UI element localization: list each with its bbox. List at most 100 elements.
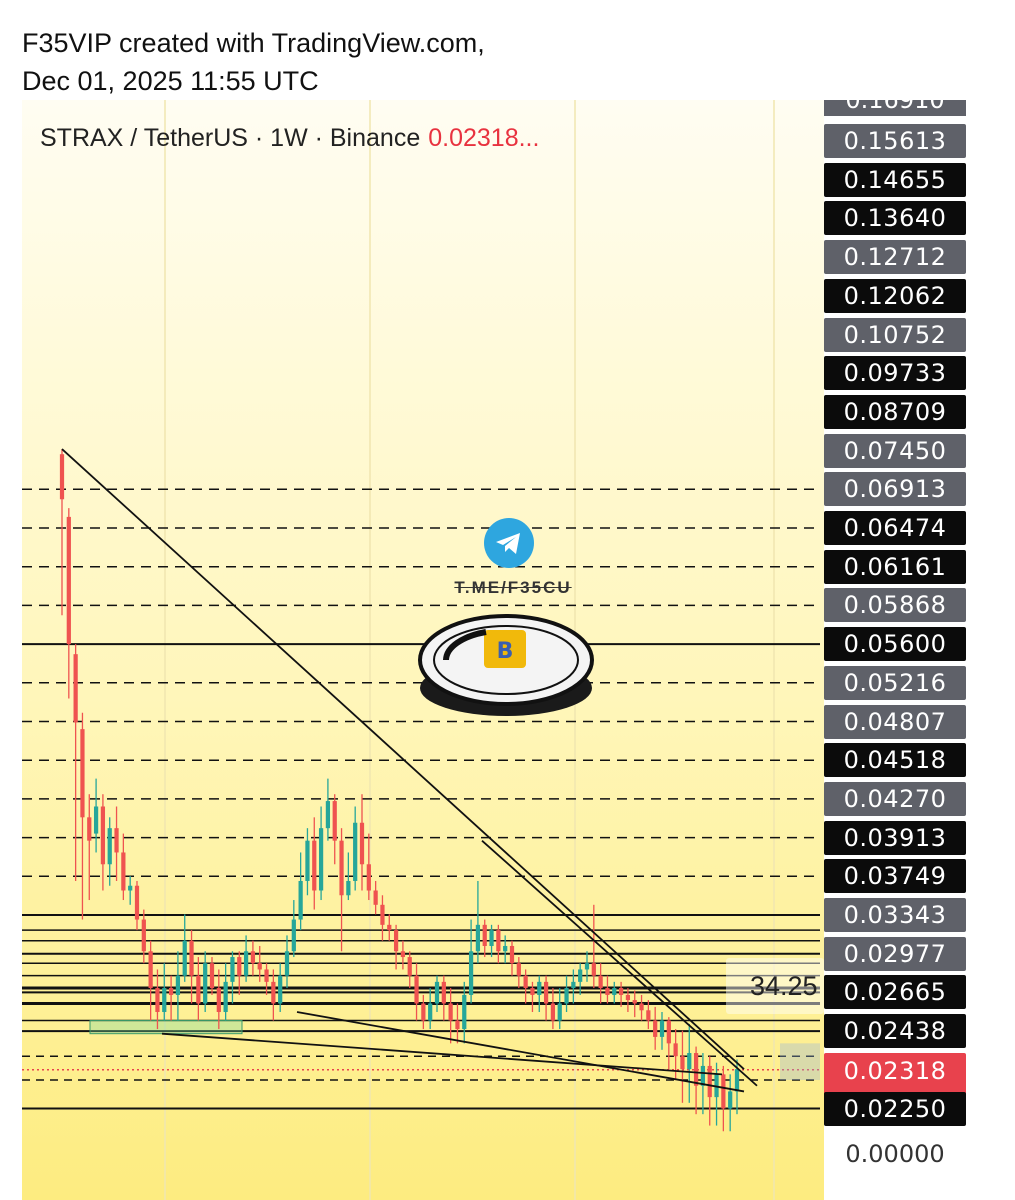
candle (462, 981, 467, 1044)
candlestick-chart[interactable] (22, 100, 995, 1200)
candles (59, 449, 740, 1132)
candle (155, 969, 160, 1030)
candle (134, 880, 140, 931)
candle (366, 833, 371, 901)
last-price: 0.02318... (428, 124, 540, 152)
candle (243, 935, 249, 982)
candle-body (141, 919, 146, 952)
candle-body (312, 840, 317, 891)
candle-body (359, 822, 365, 865)
candle (707, 1056, 712, 1126)
price-label: 0.05868 (824, 588, 966, 623)
candle-body (237, 957, 242, 976)
horizontal-levels (22, 488, 820, 1110)
candle (530, 981, 535, 1013)
candle-body (693, 1053, 699, 1086)
candle (578, 963, 583, 995)
price-label: 0.09733 (824, 356, 966, 391)
candle (591, 904, 596, 989)
candle (196, 957, 201, 1021)
trendline-upper (61, 448, 745, 1070)
candle-body (509, 945, 515, 964)
candle (421, 994, 426, 1030)
candle (305, 828, 310, 896)
price-label: 0.07450 (824, 433, 966, 468)
candle-body (387, 924, 392, 931)
candle (509, 940, 515, 976)
price-label: 0.12062 (824, 278, 966, 313)
candle-body (134, 885, 140, 920)
candle-body (646, 1010, 651, 1021)
price-label-top: 0.16910 (824, 100, 966, 116)
price-label: 0.05216 (824, 665, 966, 700)
candle (312, 817, 317, 910)
candle (639, 994, 644, 1021)
price-label: 0.04807 (824, 704, 966, 739)
candle (264, 963, 269, 995)
candle-body (318, 828, 324, 891)
candle-body (325, 801, 331, 829)
candle (687, 1023, 692, 1103)
candle-body (591, 963, 596, 976)
candle-body (496, 930, 501, 952)
candle-body (414, 975, 419, 1004)
candle (346, 852, 351, 901)
candle-body (537, 981, 542, 995)
candle-body (298, 880, 303, 920)
candle (332, 794, 337, 865)
candle (407, 951, 412, 989)
candle (659, 1012, 665, 1050)
chart-area[interactable]: STRAX / TetherUS · 1W · Binance 0.02318..… (22, 100, 995, 1200)
candle-body (189, 940, 194, 976)
candle (278, 963, 283, 1013)
candle (223, 963, 228, 1021)
candle (523, 969, 528, 1004)
candle-body (571, 981, 576, 989)
candle (114, 806, 119, 881)
candle-body (421, 1003, 426, 1021)
candle (325, 778, 331, 841)
price-label: 0.14655 (824, 162, 966, 197)
candle (625, 988, 631, 1013)
candle-body (73, 654, 78, 723)
symbol-header[interactable]: STRAX / TetherUS · 1W · Binance 0.02318..… (40, 124, 539, 153)
candle-body (625, 994, 631, 1001)
candle (455, 1003, 460, 1044)
candle-body (441, 981, 446, 1004)
trendline-inner (481, 839, 758, 1087)
candle (230, 951, 235, 1004)
candle (87, 794, 92, 901)
candle (537, 975, 542, 1013)
candle-body (223, 981, 228, 1013)
candle-body (250, 951, 256, 964)
candle (434, 975, 440, 1013)
candle (73, 644, 78, 881)
candle (489, 924, 494, 958)
candle (680, 1030, 685, 1103)
candle-body (400, 951, 406, 958)
candle (482, 919, 487, 958)
candle-body (339, 840, 344, 896)
candle-body (203, 963, 208, 1004)
candle (503, 935, 508, 964)
candle (564, 975, 569, 1013)
candle-body (346, 880, 351, 896)
candle-body (107, 828, 112, 865)
price-label: 0.02250 (824, 1091, 966, 1126)
candle (666, 1017, 671, 1070)
candle-body (578, 969, 583, 982)
candle-body (687, 1053, 692, 1070)
candle (298, 852, 303, 931)
candle-body (278, 975, 283, 1004)
candle (359, 794, 365, 891)
candle-body (284, 951, 290, 976)
price-label: 0.03749 (824, 859, 966, 894)
coin-logo-icon: B (416, 608, 596, 720)
candle-body (305, 840, 310, 881)
caption-author: F35VIP created with TradingView.com, (22, 28, 485, 58)
measure-label[interactable]: 34.25 (726, 958, 824, 1014)
candle-body (291, 919, 296, 952)
price-axis[interactable]: 0.16910 0.15613 0.14655 0.13640 0.12712 0.12… (824, 100, 995, 1200)
candle-body (366, 864, 371, 891)
candle-body (605, 988, 610, 995)
